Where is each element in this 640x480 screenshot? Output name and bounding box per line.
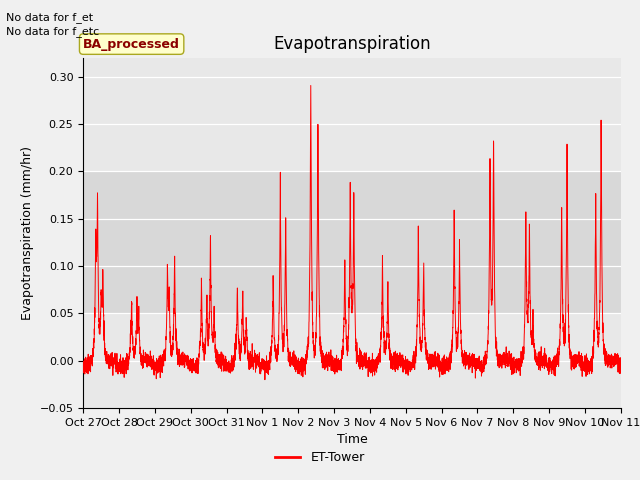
X-axis label: Time: Time [337,433,367,446]
Text: No data for f_etc: No data for f_etc [6,26,100,37]
Legend: ET-Tower: ET-Tower [270,446,370,469]
Bar [83,171,621,313]
Text: BA_processed: BA_processed [83,37,180,50]
Text: No data for f_et: No data for f_et [6,12,93,23]
Title: Evapotranspiration: Evapotranspiration [273,35,431,53]
Y-axis label: Evapotranspiration (mm/hr): Evapotranspiration (mm/hr) [21,146,34,320]
